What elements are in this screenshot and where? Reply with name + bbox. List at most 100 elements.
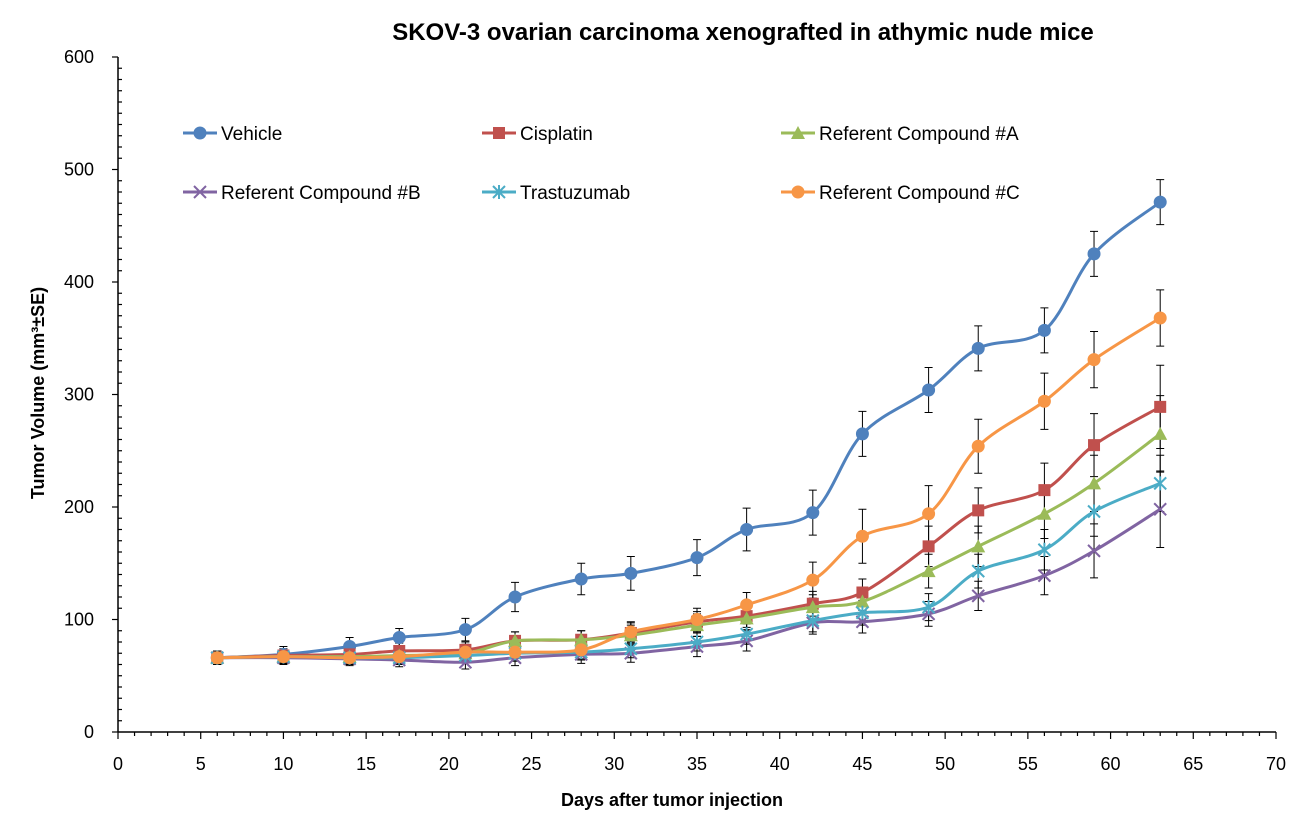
legend-item: Referent Compound #A xyxy=(781,124,1019,145)
data-point xyxy=(1153,502,1167,516)
data-point xyxy=(690,551,704,565)
data-point xyxy=(971,589,985,603)
data-point xyxy=(1087,476,1102,490)
legend-item: Referent Compound #C xyxy=(781,183,1020,204)
data-point xyxy=(805,600,820,614)
legend-label: Cisplatin xyxy=(520,124,593,145)
data-point xyxy=(1087,353,1101,367)
y-tick-label: 100 xyxy=(64,610,94,630)
x-tick-label: 10 xyxy=(273,754,293,774)
legend-marker xyxy=(791,126,805,139)
data-point xyxy=(690,635,704,649)
legend-label: Vehicle xyxy=(221,124,282,145)
y-tick-label: 600 xyxy=(64,47,94,67)
x-tick-label: 20 xyxy=(439,754,459,774)
x-axis-label: Days after tumor injection xyxy=(561,790,783,810)
data-point xyxy=(1087,247,1101,261)
data-point xyxy=(1153,476,1167,491)
data-point xyxy=(508,590,522,604)
error-bars-3 xyxy=(213,470,1165,670)
series-line xyxy=(217,316,1161,660)
legend-label: Referent Compound #C xyxy=(819,183,1020,204)
legend-marker xyxy=(791,185,805,199)
data-point xyxy=(971,341,985,355)
data-point xyxy=(1154,400,1167,413)
legend-label: Referent Compound #B xyxy=(221,183,421,204)
data-point xyxy=(855,605,870,620)
legend-item: Trastuzumab xyxy=(482,183,630,204)
series-0 xyxy=(210,195,1167,665)
series-line xyxy=(217,507,1161,664)
data-point xyxy=(1088,439,1101,452)
data-point xyxy=(392,650,406,664)
x-tick-label: 15 xyxy=(356,754,376,774)
data-point xyxy=(855,594,870,608)
series-line xyxy=(217,481,1161,660)
data-point xyxy=(1153,311,1167,325)
data-point xyxy=(343,651,357,665)
series-1 xyxy=(211,400,1167,664)
x-tick-label: 55 xyxy=(1018,754,1038,774)
data-point xyxy=(1153,195,1167,209)
data-point xyxy=(740,523,754,536)
legend-label: Trastuzumab xyxy=(520,183,630,204)
y-tick-label: 500 xyxy=(64,160,94,180)
data-point xyxy=(971,539,986,553)
series-4 xyxy=(210,476,1167,665)
x-tick-label: 35 xyxy=(687,754,707,774)
data-point xyxy=(624,566,638,580)
error-bars-0 xyxy=(213,179,1165,665)
x-tick-label: 0 xyxy=(113,754,123,774)
data-point xyxy=(1087,544,1101,558)
axes: 0 100 200 300 400 500 600 0 5 10 15 20 25 30 35 40 45 50 5… xyxy=(64,47,1286,774)
error-bars-1 xyxy=(213,364,1165,665)
data-point xyxy=(922,540,935,553)
data-point xyxy=(1037,568,1052,583)
data-point xyxy=(1037,542,1052,557)
data-point xyxy=(740,598,754,612)
chart-title: SKOV-3 ovarian carcinoma xenografted in … xyxy=(392,19,1094,46)
data-point xyxy=(1153,426,1168,440)
x-tick-label: 70 xyxy=(1266,754,1286,774)
legend-label: Referent Compound #A xyxy=(819,124,1019,145)
x-tick-label: 30 xyxy=(604,754,624,774)
legend-item: Cisplatin xyxy=(482,124,593,145)
legend-marker xyxy=(492,185,506,199)
x-tick-label: 40 xyxy=(770,754,790,774)
legend-item: Referent Compound #B xyxy=(183,183,421,204)
legend-marker xyxy=(193,185,207,199)
data-point xyxy=(921,600,936,615)
data-point xyxy=(806,613,820,628)
x-tick-label: 60 xyxy=(1101,754,1121,774)
data-point xyxy=(806,573,820,587)
x-tick-label: 50 xyxy=(935,754,955,774)
series-line xyxy=(217,200,1162,660)
plot-area xyxy=(210,179,1168,670)
data-point xyxy=(922,383,936,397)
y-axis-label: Tumor Volume (mm³±SE) xyxy=(28,287,48,499)
data-point xyxy=(624,625,638,639)
data-point xyxy=(574,643,588,657)
x-tick-label: 45 xyxy=(852,754,872,774)
data-point xyxy=(922,507,936,521)
data-point xyxy=(739,627,754,642)
data-point xyxy=(921,564,936,578)
data-point xyxy=(392,631,406,644)
legend: Vehicle Cisplatin Referent Compound #A Refe… xyxy=(183,124,1020,204)
data-point xyxy=(508,633,523,647)
data-point xyxy=(855,529,869,543)
y-tick-label: 300 xyxy=(64,385,94,405)
legend-marker xyxy=(193,126,207,140)
data-point xyxy=(458,645,472,659)
data-point xyxy=(856,586,869,599)
y-tick-label: 200 xyxy=(64,497,94,517)
data-point xyxy=(1037,394,1051,408)
data-point xyxy=(458,623,472,637)
data-point xyxy=(855,427,869,441)
data-point xyxy=(1037,323,1051,337)
data-point xyxy=(1038,484,1051,497)
data-point xyxy=(1037,506,1052,520)
data-point xyxy=(574,572,588,586)
data-point xyxy=(508,645,522,659)
x-tick-label: 25 xyxy=(522,754,542,774)
